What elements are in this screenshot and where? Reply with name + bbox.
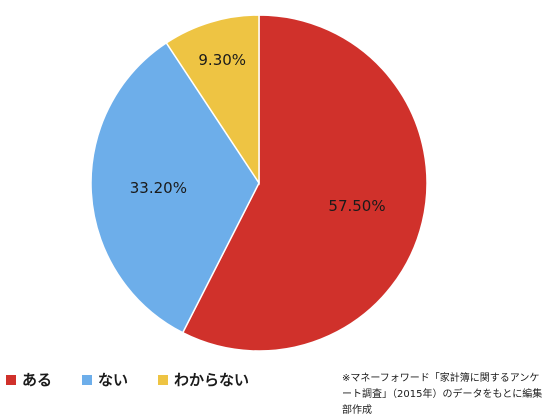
data-label-nai: 33.20% <box>130 179 187 197</box>
pie-slice-wakaranai <box>165 14 260 186</box>
legend-swatch-aru <box>6 374 16 385</box>
legend-item-nai: ない <box>82 369 128 390</box>
pie-chart: 57.50% 33.20% 9.30% <box>90 14 428 352</box>
legend-label-aru: ある <box>22 371 53 389</box>
source-note: ※マネーフォワード「家計簿に関するアンケート調査」（2015年）のデータをもとに… <box>342 373 543 416</box>
data-label-aru: 57.50% <box>328 197 385 215</box>
legend-label-wakaranai: わからない <box>174 371 250 389</box>
legend-item-wakaranai: わからない <box>158 369 249 390</box>
pie-slice-aru <box>181 14 428 352</box>
legend-item-aru: ある <box>6 369 52 390</box>
chart-legend: ある ない わからない <box>6 369 279 390</box>
pie-data-labels: 57.50% 33.20% 9.30% <box>130 51 386 215</box>
data-label-wakaranai: 9.30% <box>198 51 246 69</box>
legend-swatch-nai <box>82 374 93 385</box>
pie-slices <box>90 14 428 352</box>
pie-slice-nai <box>90 41 260 334</box>
legend-swatch-wakaranai <box>158 374 169 385</box>
legend-label-nai: ない <box>98 371 129 389</box>
